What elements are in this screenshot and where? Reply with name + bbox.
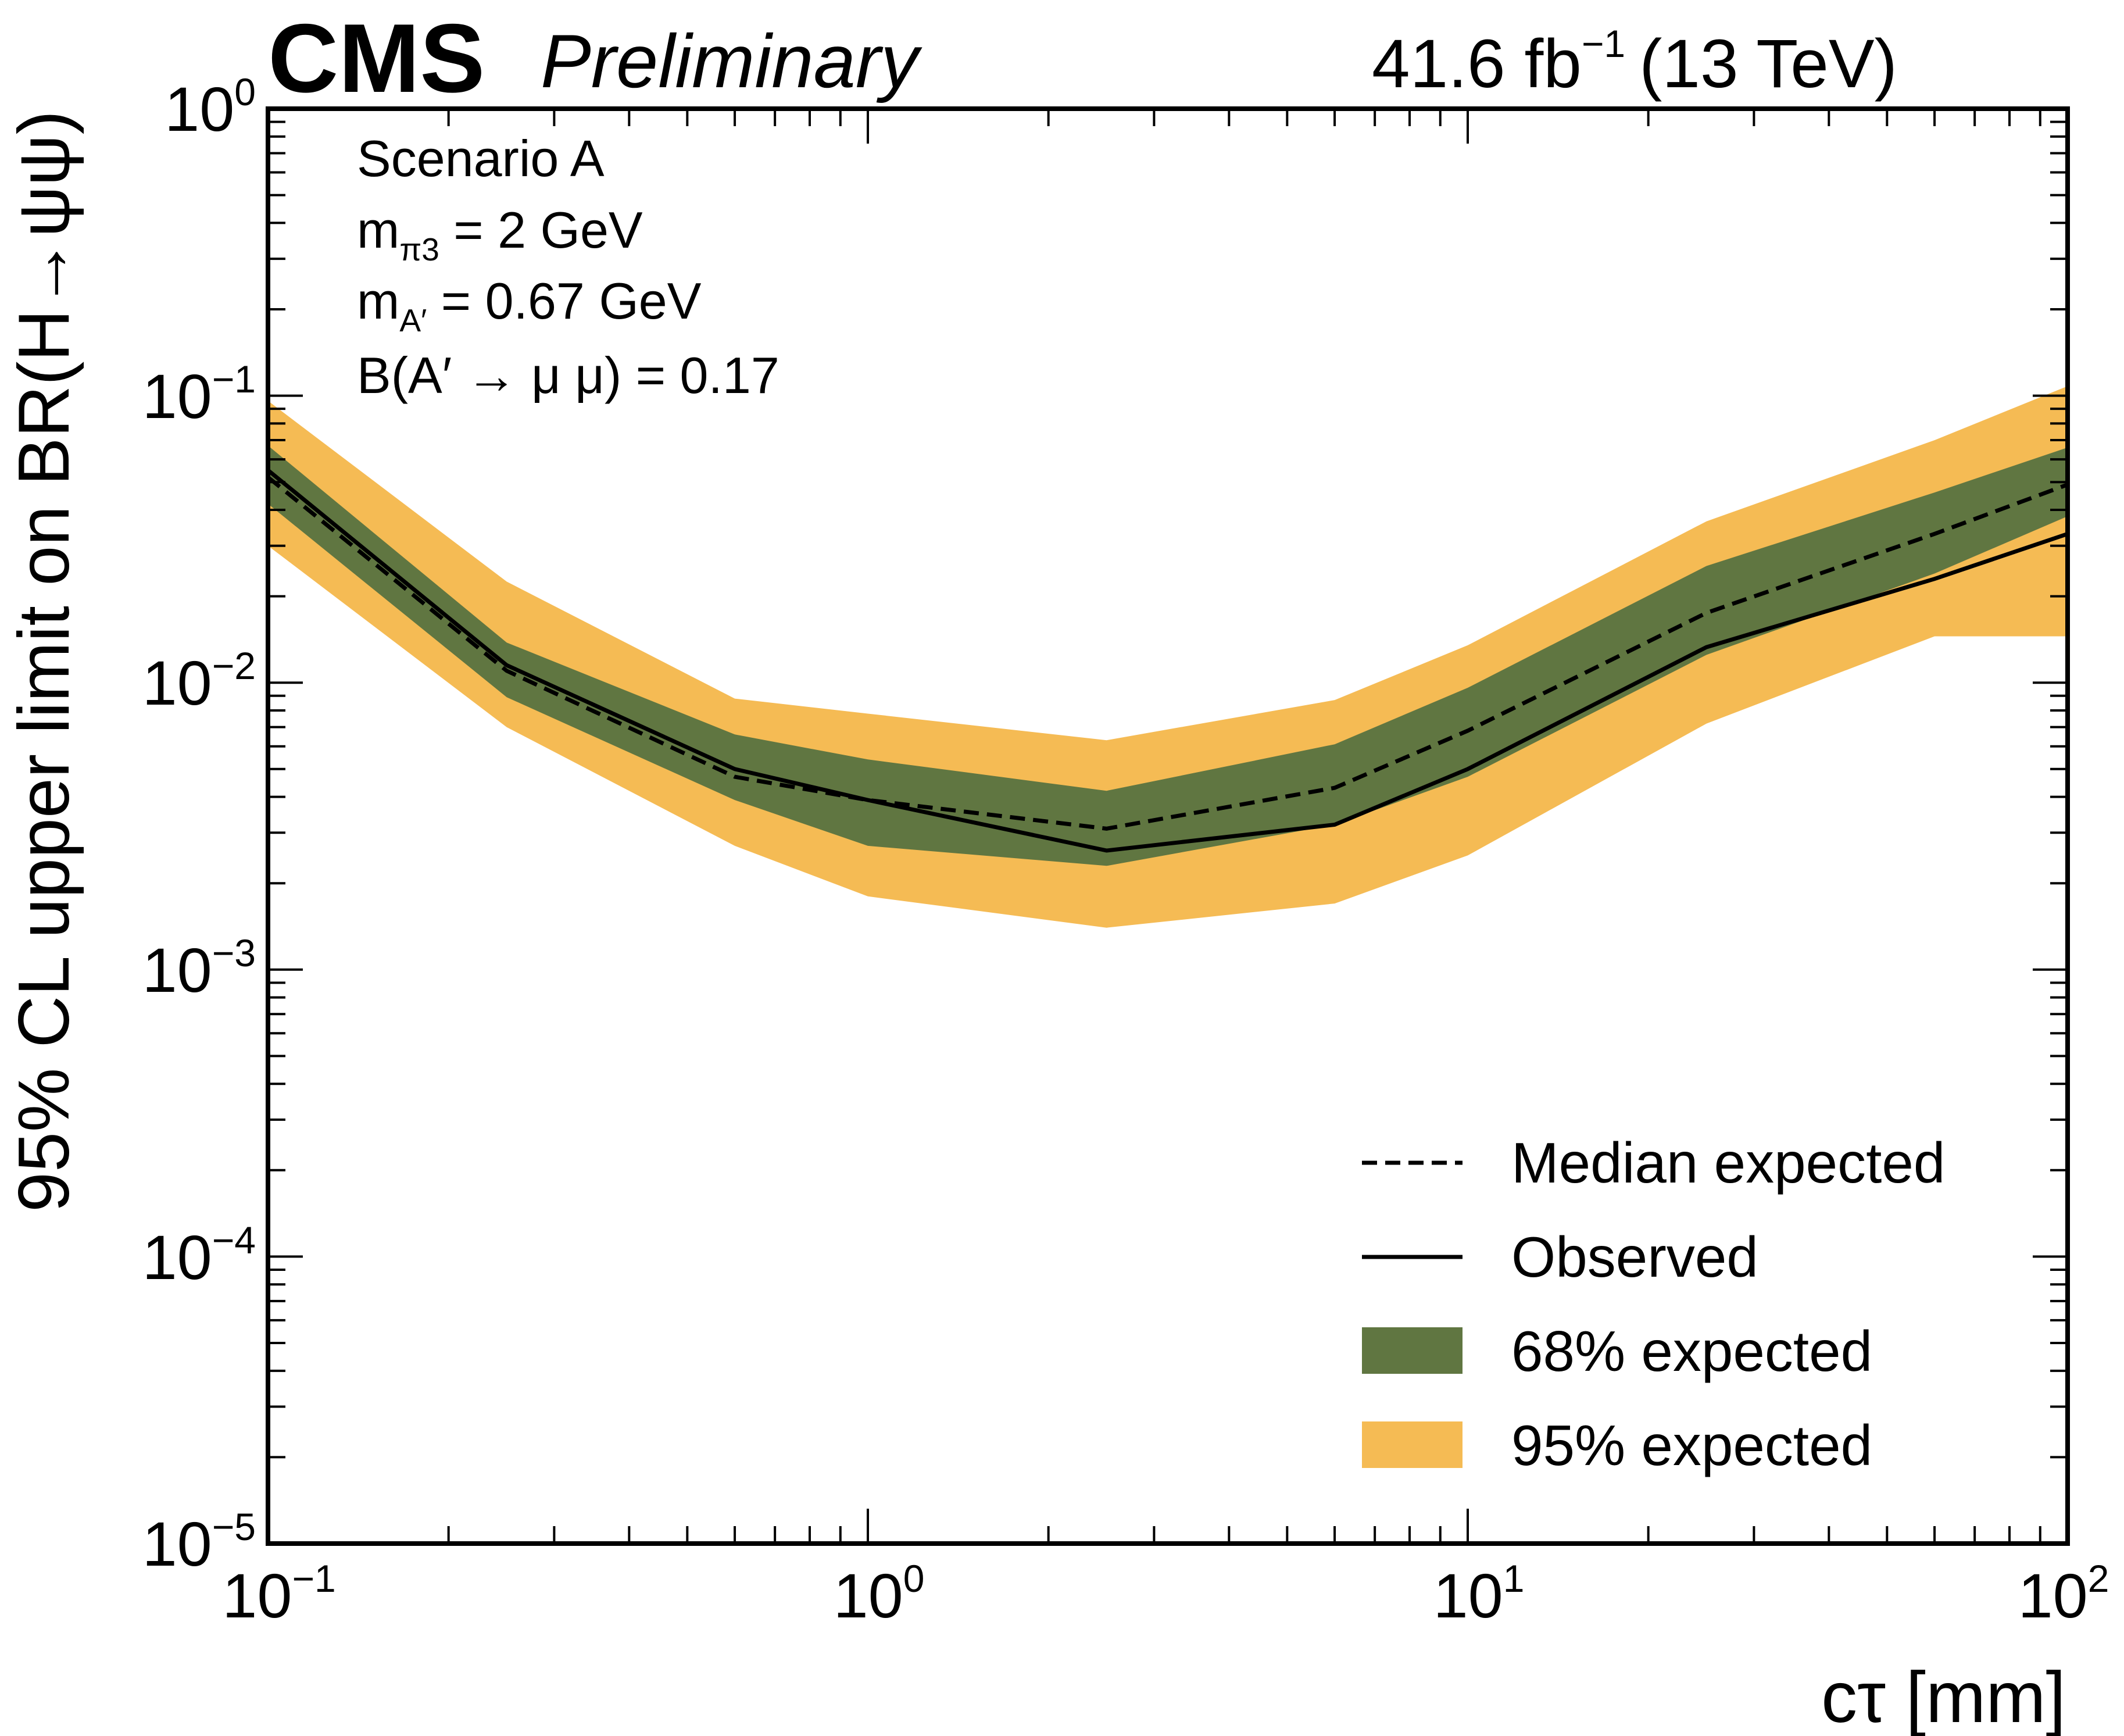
energy-label: (13 TeV) — [1639, 26, 1897, 102]
y-tick-label: 10−3 — [142, 931, 256, 1005]
legend-95-label: 95% expected — [1511, 1413, 1872, 1477]
experiment-label: CMS — [268, 3, 485, 113]
median-expected-line — [266, 476, 2069, 831]
x-tick-label: 100 — [834, 1557, 925, 1631]
aprime-mass-label: mA′ = 0.67 GeV — [357, 272, 702, 338]
y-tick-label: 10−4 — [142, 1219, 256, 1292]
x-tick-label: 10−1 — [222, 1557, 335, 1631]
legend-median-label: Median expected — [1511, 1131, 1945, 1195]
svg-text:41.6 fb−1(13 TeV): 41.6 fb−1 (13 TeV) — [1372, 22, 1897, 102]
legend-95-swatch — [1362, 1421, 1463, 1468]
legend: Median expected Observed 68% expected 95… — [1362, 1131, 1945, 1477]
plot-frame — [266, 106, 2070, 1546]
y-tick-labels: 100 10−1 10−2 10−3 10−4 10−5 — [142, 70, 256, 1579]
x-tick-label: 101 — [1433, 1557, 1525, 1631]
luminosity-label: 41.6 fb−1 (13 TeV) — [1372, 22, 1897, 102]
luminosity-exponent: −1 — [1582, 22, 1625, 65]
y-tick-label: 100 — [165, 70, 256, 144]
y-tick-label: 10−1 — [142, 358, 256, 431]
pi-mass-label: mπ3 = 2 GeV — [357, 201, 643, 267]
y-tick-label: 10−2 — [142, 644, 256, 718]
scenario-label: Scenario A — [357, 130, 605, 187]
status-label: Preliminary — [541, 19, 922, 103]
info-box: Scenario A mπ3 = 2 GeV mA′ = 0.67 GeV B(… — [357, 130, 779, 404]
legend-68-label: 68% expected — [1511, 1319, 1872, 1383]
y-tick-label: 10−5 — [142, 1505, 256, 1579]
branching-ratio-label: B(A′ → μ μ) = 0.17 — [357, 347, 779, 404]
y-axis-label: 95% CL upper limit on BR(H→ψψ) — [4, 110, 84, 1212]
legend-observed-label: Observed — [1511, 1225, 1758, 1289]
luminosity-value: 41.6 fb — [1372, 26, 1582, 102]
x-tick-label: 102 — [2018, 1557, 2109, 1631]
x-tick-labels: 10−1 100 101 102 — [222, 1557, 2109, 1631]
axis-ticks — [267, 108, 2069, 1545]
observed-line — [266, 469, 2069, 853]
legend-68-swatch — [1362, 1327, 1463, 1374]
x-axis-label: cτ [mm] — [1821, 1658, 2066, 1736]
